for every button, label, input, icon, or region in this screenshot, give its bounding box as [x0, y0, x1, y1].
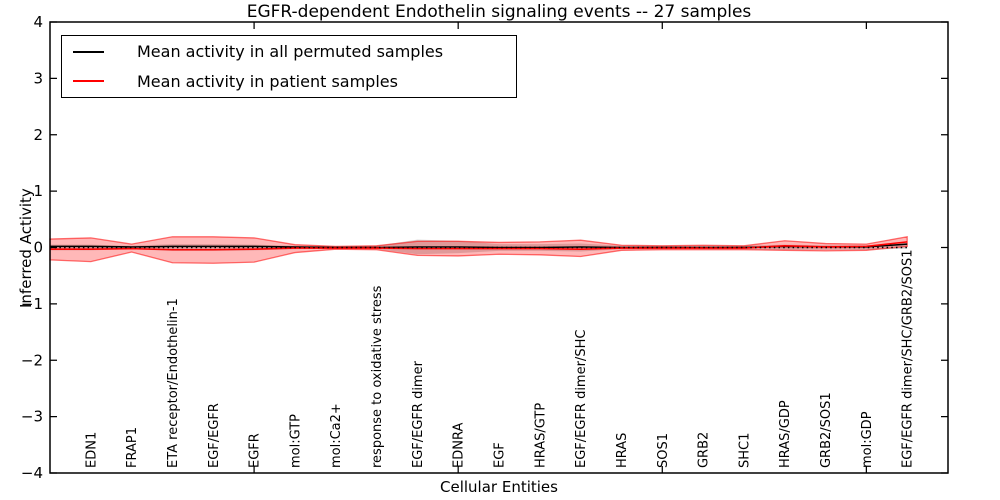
y-axis-label: Inferred Activity	[17, 188, 35, 308]
entity-label: mol:GDP	[860, 411, 875, 468]
y-tick-label: −4	[21, 464, 43, 482]
entity-label: EGF	[493, 442, 508, 468]
entity-label: ETA receptor/Endothelin-1	[166, 298, 181, 468]
patient-line-swatch	[73, 80, 104, 83]
y-tick-label: 1	[33, 182, 43, 200]
entity-label: FRAP1	[125, 427, 140, 468]
permuted-line-swatch	[73, 50, 104, 53]
legend-label-permuted: Mean activity in all permuted samples	[137, 42, 444, 62]
entity-label: mol:Ca2+	[329, 403, 344, 468]
entity-label: EDNRA	[452, 423, 467, 468]
entity-label: EGF/EGFR dimer	[411, 360, 426, 468]
entity-label: GRB2/SOS1	[819, 392, 834, 468]
entity-label: EGF/EGFR	[207, 403, 222, 468]
entity-label: EGFR	[248, 433, 263, 468]
x-axis-label: Cellular Entities	[440, 478, 558, 496]
legend-item-patient: Mean activity in patient samples	[62, 67, 516, 96]
entity-label: EGF/EGFR dimer/SHC/GRB2/SOS1	[901, 249, 916, 468]
entity-label: SOS1	[656, 433, 671, 468]
legend-item-permuted: Mean activity in all permuted samples	[62, 37, 516, 66]
legend-label-patient: Mean activity in patient samples	[137, 71, 398, 91]
entity-label: EDN1	[84, 432, 99, 468]
y-tick-label: −3	[21, 408, 43, 426]
series-line-1	[50, 241, 908, 251]
entity-label: HRAS/GDP	[778, 400, 793, 468]
chart-title: EGFR-dependent Endothelin signaling even…	[246, 2, 752, 22]
entity-label: mol:GTP	[288, 414, 303, 468]
entity-label: response to oxidative stress	[370, 285, 385, 468]
patient-samples-std-band	[49, 236, 908, 264]
y-tick-label: −1	[21, 295, 43, 313]
entity-label: GRB2	[697, 432, 712, 468]
entity-label: HRAS	[615, 433, 630, 468]
y-tick-label: 3	[33, 69, 43, 87]
y-tick-label: 4	[33, 13, 43, 31]
entity-label: HRAS/GTP	[533, 403, 548, 468]
entity-label: SHC1	[737, 433, 752, 468]
y-tick-label: 2	[33, 126, 43, 144]
y-tick-label: −2	[21, 351, 43, 369]
y-tick-label: 0	[33, 239, 43, 257]
entity-label: EGF/EGFR dimer/SHC	[574, 330, 589, 468]
legend: Mean activity in all permuted samples Me…	[61, 35, 517, 98]
